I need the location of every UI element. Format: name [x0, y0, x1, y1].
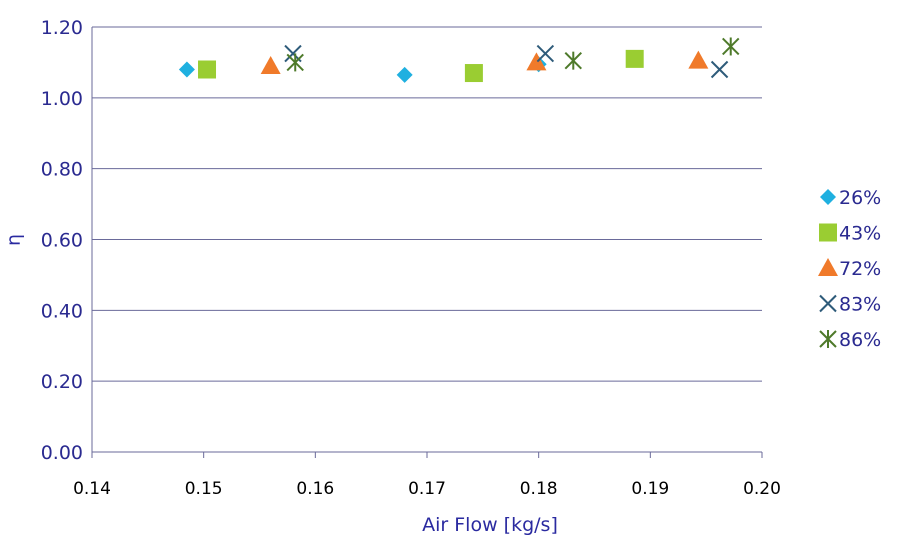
y-tick-labels: 0.00 0.20 0.40 0.60 0.80 1.00 1.20	[41, 17, 83, 464]
x-tick-label: 0.18	[520, 479, 558, 499]
legend-marker-asterisk	[819, 330, 837, 348]
legend-label: 72%	[839, 258, 881, 280]
legend-item: 83%	[819, 294, 881, 316]
legend-item: 26%	[820, 187, 881, 209]
data-point-triangle	[260, 55, 281, 74]
legend-item: 72%	[818, 258, 881, 280]
x-tick-label: 0.17	[408, 479, 446, 499]
x-tick-label: 0.15	[185, 479, 223, 499]
legend-label: 83%	[839, 294, 881, 316]
data-point-square	[464, 64, 483, 83]
x-tick-label: 0.19	[631, 479, 669, 499]
legend-item: 86%	[819, 329, 881, 351]
data-points	[178, 37, 740, 83]
y-tick-label: 0.60	[41, 230, 83, 252]
y-axis-label: η	[3, 234, 25, 246]
legend-label: 86%	[839, 329, 881, 351]
y-tick-label: 1.20	[41, 17, 83, 39]
legend: 26% 43% 72% 83% 86%	[818, 187, 881, 351]
x-tick-labels: 0.14 0.15 0.16 0.17 0.18 0.19 0.20	[73, 479, 781, 499]
gridlines	[92, 26, 762, 382]
x-tick-label: 0.14	[73, 479, 111, 499]
x-axis-label: Air Flow [kg/s]	[422, 514, 558, 536]
data-point-triangle	[688, 50, 709, 69]
data-point-x	[710, 60, 729, 79]
legend-marker-x	[819, 294, 837, 313]
y-tick-label: 0.40	[41, 300, 83, 322]
data-point-square	[198, 60, 217, 79]
y-tick-label: 1.00	[41, 88, 83, 110]
data-point-asterisk	[722, 37, 740, 56]
axes	[91, 27, 763, 458]
data-point-x	[536, 44, 555, 63]
x-tick-label: 0.16	[296, 479, 334, 499]
data-point-square	[625, 49, 644, 68]
data-point-triangle	[526, 52, 547, 71]
x-tick-label: 0.20	[743, 479, 781, 499]
y-tick-label: 0.20	[41, 371, 83, 393]
legend-label: 43%	[839, 223, 881, 245]
data-point-asterisk	[564, 51, 582, 70]
data-point-asterisk	[286, 53, 304, 72]
y-tick-label: 0.00	[41, 442, 83, 464]
legend-marker-diamond	[820, 189, 836, 205]
legend-item: 43%	[819, 223, 881, 245]
data-point-diamond	[396, 66, 413, 83]
y-tick-label: 0.80	[41, 159, 83, 181]
legend-label: 26%	[839, 187, 881, 209]
legend-marker-triangle	[818, 258, 838, 276]
data-point-diamond	[178, 61, 195, 78]
legend-marker-square	[819, 223, 837, 242]
